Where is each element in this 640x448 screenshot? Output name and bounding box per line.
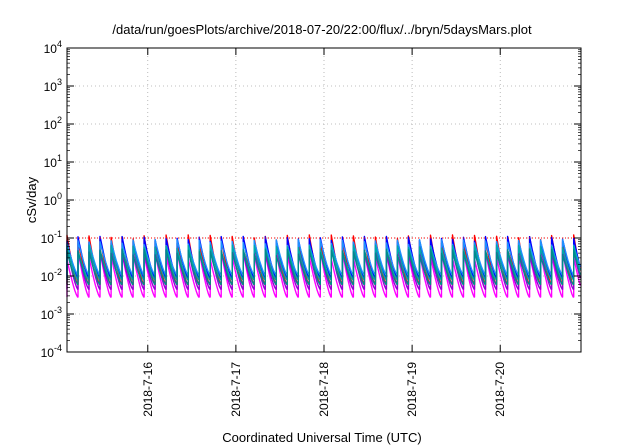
y-tick-label: 100 (44, 191, 62, 208)
x-tick-label: 2018-7-20 (493, 362, 507, 417)
series-line (66, 244, 581, 281)
x-tick-label: 2018-7-19 (405, 362, 419, 417)
x-axis-label: Coordinated Universal Time (UTC) (222, 430, 421, 445)
x-tick-label: 2018-7-17 (229, 362, 243, 417)
y-axis-ticks: 10-4 10-3 10-2 10-1 100 101 102 103 104 (41, 39, 581, 360)
y-tick-label: 102 (44, 115, 62, 132)
series-group (66, 234, 581, 298)
y-tick-label: 103 (44, 77, 62, 94)
chart-title: /data/run/goesPlots/archive/2018-07-20/2… (112, 22, 532, 37)
y-tick-label: 10-4 (41, 343, 62, 360)
y-tick-label: 101 (44, 153, 62, 170)
y-tick-label: 10-1 (41, 229, 62, 246)
series-line (66, 239, 581, 276)
series-line (66, 248, 581, 286)
y-tick-label: 10-3 (41, 305, 62, 322)
grid (67, 48, 581, 352)
y-axis-label: cSv/day (24, 176, 39, 223)
x-tick-label: 2018-7-18 (317, 362, 331, 417)
x-axis-ticks: 2018-7-16 2018-7-17 2018-7-18 2018-7-19 2018… (141, 48, 507, 417)
x-tick-label: 2018-7-16 (141, 362, 155, 417)
y-tick-label: 10-2 (41, 267, 62, 284)
series-line (66, 250, 581, 298)
y-tick-label: 104 (44, 39, 62, 56)
